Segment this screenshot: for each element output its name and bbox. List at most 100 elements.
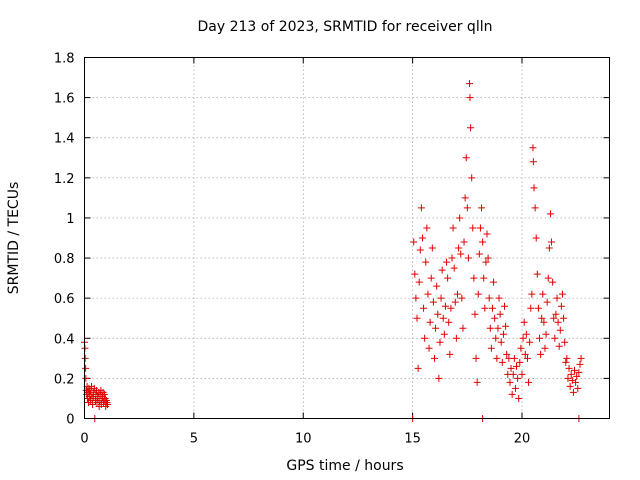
data-point [533,270,541,278]
data-point [429,298,437,306]
data-point [516,358,524,366]
data-point [497,338,505,346]
x-tick-label: 0 [80,432,88,447]
data-point [412,294,420,302]
y-tick-label: 1.6 [54,92,75,107]
data-point [462,154,470,162]
x-tick-label: 5 [190,432,198,447]
data-point [541,344,549,352]
data-point [532,234,540,242]
data-point [437,294,445,302]
data-point [545,244,553,252]
data-point [576,360,584,368]
data-point [501,302,508,310]
data-point [474,290,482,298]
data-point [453,290,461,298]
data-point [491,314,499,322]
data-point [485,294,493,302]
data-point [456,214,464,222]
data-point [484,254,492,262]
y-tick-label: 1 [66,212,74,227]
data-point [469,224,477,232]
data-point [470,274,478,282]
grid-lines [84,57,610,419]
data-point [530,184,538,192]
data-point [534,304,542,312]
data-point [455,244,463,252]
data-point [410,238,418,246]
data-point [511,384,519,392]
data-point [433,282,441,290]
data-point [493,354,501,362]
data-point [572,378,580,386]
data-point [526,338,534,346]
data-point [521,350,529,358]
data-point [509,370,517,378]
data-point [490,278,498,286]
data-point [531,204,539,212]
y-tick-label: 1.4 [54,132,75,147]
plot-frame [84,57,610,419]
data-point [553,294,561,302]
data-point [420,304,428,312]
data-point [569,388,577,396]
x-tick-label: 15 [404,432,421,447]
data-point [446,350,454,358]
data-point [427,274,435,282]
data-point [529,158,537,166]
data-point [564,374,572,382]
data-point [457,250,465,258]
data-point [561,338,569,346]
data-point [565,364,573,372]
data-point [498,358,506,366]
data-point [522,330,530,338]
data-point [438,266,446,274]
chart-title: Day 213 of 2023, SRMTID for receiver qll… [198,19,493,35]
data-point [577,354,585,362]
data-point [414,364,422,372]
data-point [440,330,448,338]
data-point [417,204,425,212]
data-point [478,204,486,212]
data-point [544,274,552,282]
y-tick-label: 0.2 [54,372,75,387]
data-point [445,318,453,326]
data-point [567,370,575,378]
x-tick-label: 10 [295,432,312,447]
data-point [494,324,502,332]
data-point [411,270,419,278]
data-point [423,224,431,232]
data-point [480,274,488,282]
data-point [546,210,554,218]
data-point [82,364,90,372]
data-point [552,310,560,318]
data-point [103,400,111,408]
data-point [508,390,516,398]
data-point [515,394,523,402]
data-point [428,244,436,252]
data-point [464,254,472,262]
data-point [481,304,489,312]
data-point [519,334,527,342]
x-axis-label: GPS time / hours [286,458,403,474]
data-point [472,354,480,362]
data-point [432,324,440,332]
data-point [89,400,97,408]
data-point [503,350,511,358]
data-point [468,174,476,182]
data-point [566,382,574,390]
data-point [506,378,514,386]
data-point [492,334,500,342]
data-point [557,302,565,310]
data-point [486,324,494,332]
data-point [513,362,521,370]
data-point [571,366,578,374]
data-point [467,124,475,132]
data-point [434,310,442,318]
data-point [538,314,546,322]
data-point [463,204,471,212]
data-point [452,334,460,342]
data-point [548,238,556,246]
data-point [523,354,531,362]
